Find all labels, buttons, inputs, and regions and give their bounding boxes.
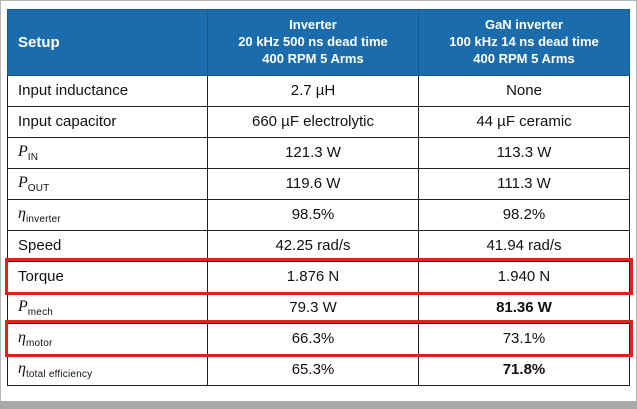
row-label-symbol: P [18, 173, 28, 191]
gan-value: 98.2% [418, 198, 630, 231]
header-inverter-column: Inverter 20 kHz 500 ns dead time 400 RPM… [207, 9, 419, 76]
header-gan-line2: 100 kHz 14 ns dead time [449, 33, 599, 49]
row-label-subscript: motor [25, 337, 53, 349]
gan-value: 44 µF ceramic [418, 105, 630, 138]
inverter-value: 660 µF electrolytic [207, 105, 419, 138]
row-label-symbol: P [18, 297, 28, 315]
row-label-symbol: η [18, 204, 26, 222]
row-label: ηtotal efficiency [7, 353, 208, 386]
table-body: Input inductance 2.7 µH None Input capac… [4, 74, 633, 386]
row-label: Pmech [7, 291, 208, 324]
row-label: Speed [7, 229, 208, 262]
row-label: ηmotor [7, 322, 208, 355]
header-setup-label: Setup [18, 33, 60, 51]
inverter-value: 66.3% [207, 322, 419, 355]
inverter-value: 42.25 rad/s [207, 229, 419, 262]
inverter-value: 121.3 W [207, 136, 419, 169]
row-label-subscript: mech [27, 306, 54, 318]
row-label-symbol: η [18, 328, 26, 346]
header-inverter-line3: 400 RPM 5 Arms [262, 50, 364, 66]
table-row-torque-highlighted: Torque 1.876 N 1.940 N [4, 258, 633, 296]
row-label: PIN [7, 136, 208, 169]
comparison-table: Setup Inverter 20 kHz 500 ns dead time 4… [4, 9, 633, 386]
row-label: ηinverter [7, 198, 208, 231]
inverter-value: 65.3% [207, 353, 419, 386]
table-header: Setup Inverter 20 kHz 500 ns dead time 4… [7, 9, 630, 76]
gan-value: None [418, 74, 630, 107]
row-label: Torque [7, 260, 208, 293]
gan-value: 41.94 rad/s [418, 229, 630, 262]
row-label: Input inductance [7, 74, 208, 107]
row-label-subscript: total efficiency [25, 368, 93, 380]
gan-value: 1.940 N [418, 260, 630, 293]
header-gan-line3: 400 RPM 5 Arms [473, 50, 575, 66]
header-inverter-line2: 20 kHz 500 ns dead time [238, 33, 388, 49]
header-inverter-line1: Inverter [289, 17, 337, 32]
table-row-p-out: POUT 119.6 W 111.3 W [7, 167, 630, 200]
row-label: POUT [7, 167, 208, 200]
header-row: Setup Inverter 20 kHz 500 ns dead time 4… [7, 9, 630, 76]
gan-value: 81.36 W [418, 291, 630, 324]
gan-value: 73.1% [418, 322, 630, 355]
bottom-shadow-strip [0, 401, 637, 409]
row-label-text: Input capacitor [18, 113, 117, 131]
row-label-symbol: P [18, 142, 28, 160]
table-row-input-capacitor: Input capacitor 660 µF electrolytic 44 µ… [7, 105, 630, 138]
row-label: Input capacitor [7, 105, 208, 138]
gan-value: 111.3 W [418, 167, 630, 200]
header-gan-column: GaN inverter 100 kHz 14 ns dead time 400… [418, 9, 630, 76]
table-row-speed: Speed 42.25 rad/s 41.94 rad/s [7, 229, 630, 262]
row-label-text: Speed [18, 237, 62, 255]
inverter-value: 79.3 W [207, 291, 419, 324]
table-row-eta-total-efficiency: ηtotal efficiency 65.3% 71.8% [7, 353, 630, 386]
gan-value: 113.3 W [418, 136, 630, 169]
header-setup: Setup [7, 9, 208, 76]
gan-value: 71.8% [418, 353, 630, 386]
table-row-input-inductance: Input inductance 2.7 µH None [7, 74, 630, 107]
row-label-subscript: IN [27, 151, 39, 163]
row-label-text: Input inductance [18, 82, 129, 100]
inverter-value: 2.7 µH [207, 74, 419, 107]
comparison-table-container: Setup Inverter 20 kHz 500 ns dead time 4… [4, 9, 633, 386]
table-row-p-in: PIN 121.3 W 113.3 W [7, 136, 630, 169]
row-label-symbol: η [18, 359, 26, 377]
row-label-subscript: inverter [25, 213, 61, 225]
table-row-eta-inverter: ηinverter 98.5% 98.2% [7, 198, 630, 231]
row-label-text: Torque [18, 268, 64, 286]
inverter-value: 1.876 N [207, 260, 419, 293]
table-row-p-mech: Pmech 79.3 W 81.36 W [7, 291, 630, 324]
row-label-subscript: OUT [27, 182, 50, 194]
inverter-value: 119.6 W [207, 167, 419, 200]
table-row-eta-motor-highlighted: ηmotor 66.3% 73.1% [4, 320, 633, 358]
inverter-value: 98.5% [207, 198, 419, 231]
header-gan-line1: GaN inverter [484, 17, 564, 32]
